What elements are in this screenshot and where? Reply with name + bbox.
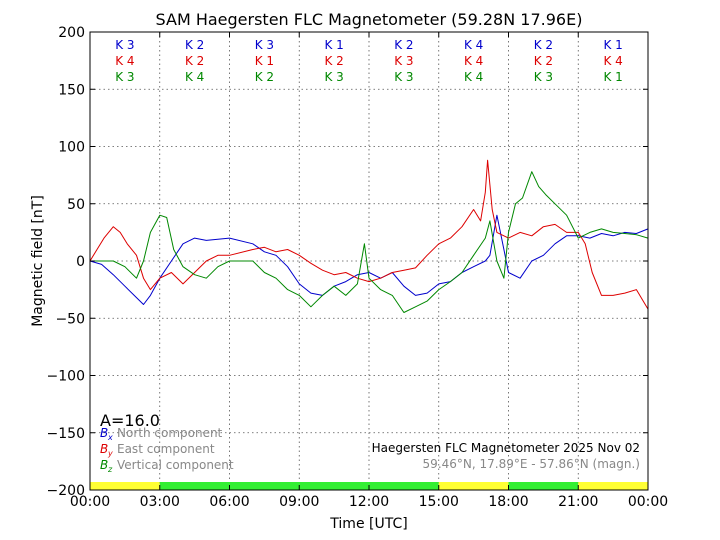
legend-subscript: y <box>107 449 113 458</box>
k-index-value: K 4 <box>464 38 483 52</box>
k-index-table: K 3 K 2 K 3 K 1 K 2 K 4 K 2 K 1 K 4 K 2 K 1 K 2 K 3 K… <box>115 38 623 84</box>
k-index-value: K 4 <box>464 70 483 84</box>
k-index-value: K 3 <box>115 38 134 52</box>
k-index-value: K 2 <box>534 38 553 52</box>
y-tick-label: −200 <box>47 483 85 499</box>
k-index-value: K 2 <box>534 54 553 68</box>
y-tick-label: 50 <box>67 197 85 213</box>
activity-index: A=16.0 <box>100 411 160 430</box>
k-index-value: K 1 <box>603 70 622 84</box>
y-tick-label: −150 <box>47 426 85 442</box>
x-tick-label: 03:00 <box>140 494 180 510</box>
x-tick-label: 18:00 <box>488 494 528 510</box>
x-tick-label: 15:00 <box>419 494 459 510</box>
axis-ticks: 00:00 03:00 06:00 09:00 12:00 15:00 18:00 21:00… <box>47 25 669 510</box>
legend-symbol: B <box>100 442 108 456</box>
y-tick-label: −50 <box>55 311 85 327</box>
x-tick-label: 12:00 <box>349 494 389 510</box>
east-component-line <box>89 159 649 310</box>
k-index-value: K 2 <box>255 70 274 84</box>
k-index-value: K 4 <box>185 70 204 84</box>
x-tick-label: 09:00 <box>279 494 319 510</box>
k-index-value: K 2 <box>394 38 413 52</box>
k-index-value: K 4 <box>115 54 134 68</box>
k-index-value: K 2 <box>185 54 204 68</box>
chart-title: SAM Haegersten FLC Magnetometer (59.28N … <box>156 10 583 29</box>
legend-label: Vertical component <box>117 458 234 472</box>
k-index-value: K 3 <box>394 54 413 68</box>
status-segment <box>438 482 509 490</box>
legend-label: North component <box>117 426 223 440</box>
x-tick-label: 00:00 <box>70 494 110 510</box>
y-tick-label: 200 <box>58 25 85 41</box>
legend-subscript: z <box>107 465 113 474</box>
series-lines <box>89 159 649 313</box>
status-segment <box>578 482 648 490</box>
k-index-value: K 2 <box>185 38 204 52</box>
annotation-coordinates: 59.46°N, 17.89°E - 57.86°N (magn.) <box>423 457 640 471</box>
k-index-value: K 1 <box>603 38 622 52</box>
k-index-value: K 4 <box>464 54 483 68</box>
legend-subscript: x <box>107 433 113 442</box>
k-index-value: K 3 <box>255 38 274 52</box>
k-index-value: K 1 <box>324 38 343 52</box>
k-index-value: K 1 <box>255 54 274 68</box>
y-tick-label: 150 <box>58 82 85 98</box>
k-index-value: K 3 <box>115 70 134 84</box>
legend-label: East component <box>117 442 215 456</box>
annotation-title: Haegersten FLC Magnetometer 2025 Nov 02 <box>372 441 640 455</box>
x-axis-label: Time [UTC] <box>329 516 407 532</box>
y-tick-label: 0 <box>76 254 85 270</box>
k-index-value: K 4 <box>603 54 622 68</box>
x-tick-label: 06:00 <box>209 494 249 510</box>
x-tick-label: 00:00 <box>628 494 668 510</box>
y-tick-label: 100 <box>58 140 85 156</box>
status-segment <box>508 482 579 490</box>
x-tick-label: 21:00 <box>558 494 598 510</box>
y-tick-label: −100 <box>47 369 85 385</box>
status-segment <box>90 482 160 490</box>
k-index-value: K 3 <box>534 70 553 84</box>
y-axis-label: Magnetic field [nT] <box>30 195 46 327</box>
legend-symbol: B <box>100 426 108 440</box>
legend-symbol: B <box>100 458 108 472</box>
k-index-value: K 2 <box>324 54 343 68</box>
k-index-value: K 3 <box>394 70 413 84</box>
vertical-component-line <box>90 171 649 313</box>
k-index-value: K 3 <box>324 70 343 84</box>
